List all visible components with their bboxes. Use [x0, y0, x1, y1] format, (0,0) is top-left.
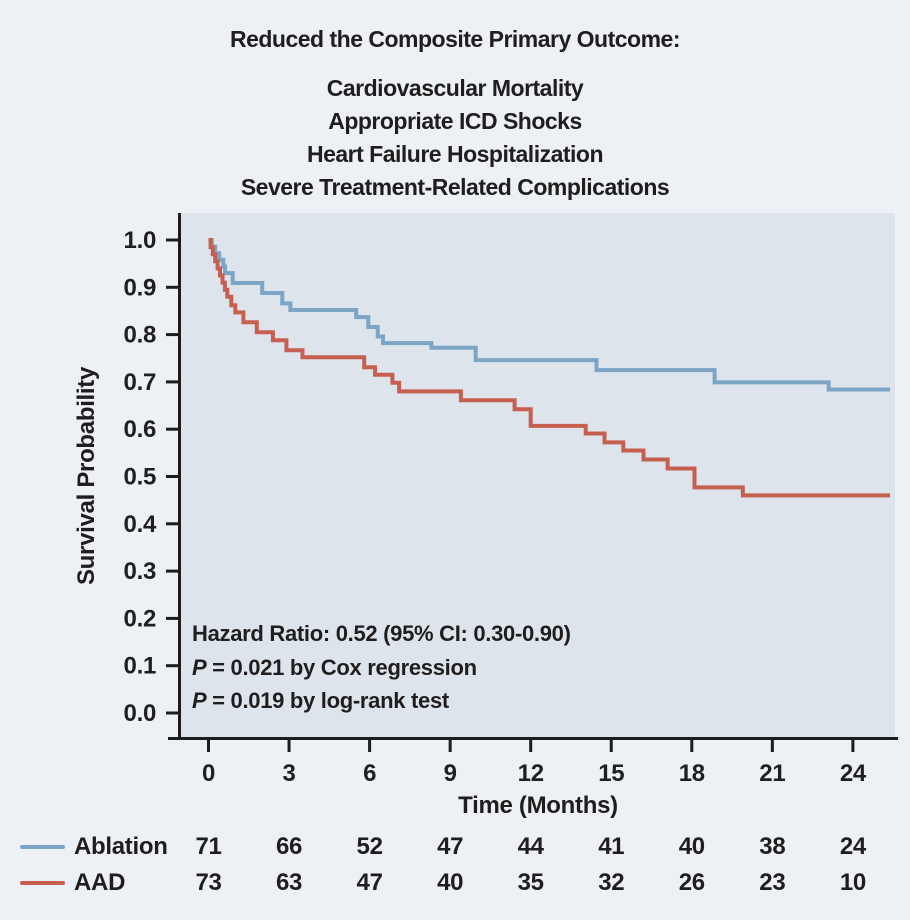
- at-risk-count: 44: [517, 833, 544, 860]
- x-axis-label: Time (Months): [458, 792, 618, 819]
- y-tick-label: 1.0: [124, 227, 156, 254]
- x-tick-label: 12: [518, 760, 544, 787]
- x-tick: [690, 740, 694, 752]
- x-tick: [851, 740, 855, 752]
- x-tick: [770, 740, 774, 752]
- x-tick-label: 3: [283, 760, 296, 787]
- x-tick-label: 9: [444, 760, 457, 787]
- at-risk-count: 35: [517, 869, 544, 896]
- x-tick: [529, 740, 533, 752]
- x-tick-label: 6: [363, 760, 376, 787]
- y-tick-label: 0.5: [124, 464, 156, 491]
- y-tick: [166, 569, 178, 573]
- chart-title: Reduced the Composite Primary Outcome:: [229, 26, 681, 52]
- y-tick-label: 0.2: [124, 605, 156, 632]
- y-tick: [166, 380, 178, 384]
- annotation-text: = 0.019 by log-rank test: [206, 688, 449, 713]
- y-tick-label: 0.7: [124, 369, 156, 396]
- y-tick-label: 0.4: [124, 511, 157, 538]
- p-symbol: P: [192, 688, 207, 713]
- at-risk-count: 38: [759, 833, 786, 860]
- x-tick-label: 21: [759, 760, 785, 787]
- at-risk-count: 40: [437, 869, 464, 896]
- y-tick: [166, 333, 178, 337]
- y-tick-label: 0.9: [124, 274, 156, 301]
- x-tick: [207, 740, 210, 752]
- at-risk-count: 47: [437, 833, 464, 860]
- subtitle-line: Appropriate ICD Shocks: [328, 108, 582, 134]
- at-risk-count: 10: [839, 869, 866, 896]
- y-tick: [166, 475, 178, 478]
- annotation-block: Hazard Ratio: 0.52 (95% CI: 0.30-0.90) P…: [192, 617, 571, 718]
- y-tick: [166, 238, 178, 242]
- y-tick: [166, 664, 178, 668]
- x-tick-label: 24: [840, 760, 867, 787]
- x-axis: [168, 737, 898, 740]
- at-risk-count: 23: [759, 869, 786, 896]
- at-risk-count: 71: [195, 833, 222, 860]
- subtitle-line: Cardiovascular Mortality: [326, 75, 584, 101]
- legend-swatch-aad: [20, 881, 65, 885]
- y-tick: [166, 711, 178, 715]
- chart-subtitle-block: Cardiovascular Mortality Appropriate ICD…: [0, 72, 910, 204]
- x-tick-label: 18: [679, 760, 705, 787]
- subtitle-line: Severe Treatment-Related Complications: [240, 174, 670, 200]
- x-tick: [609, 740, 613, 752]
- y-tick-label: 0.6: [124, 416, 156, 443]
- y-tick: [166, 285, 178, 289]
- at-risk-row-ablation: Ablation 71 66 52 47 44 41 40 38 24: [0, 832, 910, 862]
- at-risk-count: 40: [678, 833, 705, 860]
- y-tick: [166, 522, 178, 526]
- plot-background: [178, 213, 895, 740]
- legend-label-aad: AAD: [74, 869, 126, 896]
- legend-swatch-ablation: [20, 845, 65, 849]
- at-risk-count: 47: [356, 869, 383, 896]
- p-symbol: P: [192, 654, 207, 680]
- y-tick: [166, 427, 178, 431]
- x-tick: [368, 740, 372, 752]
- annotation-hazard-ratio: Hazard Ratio: 0.52 (95% CI: 0.30-0.90): [192, 621, 571, 646]
- aad-curve: [208, 238, 890, 498]
- at-risk-count: 26: [678, 869, 705, 896]
- at-risk-count: 63: [275, 869, 303, 896]
- x-tick: [448, 740, 452, 752]
- y-tick-label: 0.8: [124, 322, 156, 349]
- ablation-curve: [208, 238, 890, 392]
- annotation-cox-p: P = 0.021 by Cox regression: [192, 651, 571, 685]
- annotation-logrank-p: P = 0.019 by log-rank test: [192, 684, 571, 718]
- subtitle-line: Heart Failure Hospitalization: [306, 141, 604, 167]
- at-risk-count: 66: [275, 833, 303, 860]
- x-tick-label: 0: [202, 760, 215, 787]
- y-tick-label: 0.1: [124, 653, 156, 680]
- at-risk-count: 24: [839, 833, 866, 860]
- y-axis: [178, 213, 181, 740]
- at-risk-count: 73: [195, 869, 222, 896]
- x-tick: [287, 740, 291, 752]
- x-tick-label: 15: [598, 760, 624, 787]
- at-risk-count: 52: [356, 833, 383, 860]
- at-risk-count: 32: [598, 869, 625, 896]
- at-risk-row-aad: AAD 73 63 47 40 35 32 26 23 10: [0, 868, 910, 898]
- legend-label-ablation: Ablation: [74, 833, 168, 860]
- annotation-text: = 0.021 by Cox regression: [206, 654, 477, 680]
- y-tick: [166, 616, 178, 620]
- y-tick-label: 0.0: [124, 700, 156, 727]
- y-tick-label: 0.3: [124, 558, 156, 585]
- at-risk-count: 41: [598, 833, 625, 860]
